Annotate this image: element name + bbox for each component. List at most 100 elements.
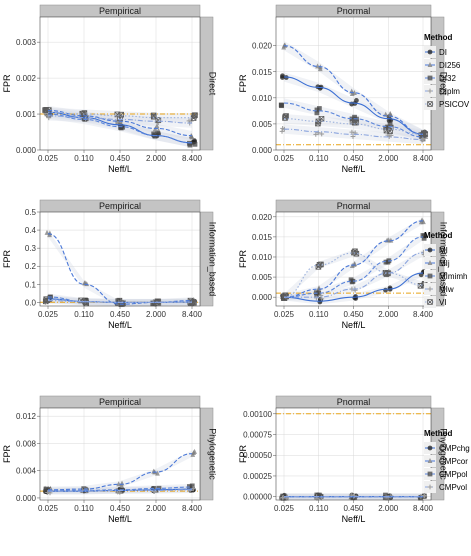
x-tick-label: 2.000 — [146, 154, 167, 163]
legend-item-label: DIplm — [439, 87, 460, 96]
legend-key-symbol — [427, 247, 433, 253]
series-line-di32 — [283, 102, 424, 138]
x-tick-label: 2.000 — [146, 310, 167, 319]
x-tick-label: 0.025 — [38, 310, 59, 319]
y-axis-label: FPR — [238, 249, 248, 268]
x-axis-label: Neff/L — [108, 320, 132, 330]
data-point-di32 — [316, 106, 322, 111]
series-line-vi — [283, 252, 424, 298]
panel-direct-pnormal: Pnormal Direct 0.000 0.005 0.010 0.015 0.020 0.… — [238, 4, 449, 174]
y-tick-label: 0.2 — [25, 262, 37, 271]
legend-key-symbol — [427, 88, 433, 94]
x-tick-label: 0.025 — [274, 504, 295, 513]
legend-item-label: MImimh — [439, 272, 467, 281]
legend-item-label: DI32 — [439, 74, 456, 83]
x-tick-label: 0.025 — [38, 154, 59, 163]
data-point-cmpvol — [388, 493, 394, 499]
data-point-mimimh — [115, 298, 121, 304]
x-tick-label: 8.400 — [413, 154, 434, 163]
legend-item-label: DI256 — [439, 61, 461, 70]
data-point-cmppol — [383, 492, 388, 498]
x-tick-label: 0.110 — [309, 310, 329, 319]
y-tick-label: 0.010 — [252, 253, 273, 262]
x-tick-label: 0.110 — [74, 154, 94, 163]
x-axis-label: Neff/L — [342, 320, 366, 330]
series-line-cmppol — [47, 486, 193, 492]
series-line-cmpcor — [47, 453, 193, 491]
data-point-di256 — [317, 66, 323, 72]
x-axis-label: Neff/L — [108, 164, 132, 174]
legend-phylogenetic: Method CMPchg CMPcor CMPpol CMPvol — [424, 429, 470, 493]
y-tick-label: 0.012 — [16, 412, 37, 421]
y-tick-label: 0.000 — [252, 146, 273, 155]
strip-right-label: Direct — [208, 72, 218, 96]
data-point-di32 — [192, 141, 198, 147]
data-point-cmppol — [382, 495, 388, 501]
legend-title: Method — [424, 33, 453, 42]
panel-direct-pempirical: Pempirical Direct 0.000 0.001 0.002 0.003 0.02… — [2, 4, 218, 174]
data-point-di — [280, 75, 285, 80]
series-line-mi — [283, 272, 424, 302]
panel-information_based-pempirical: Pempirical Information_based 0.0 0.1 0.2 0.3 0… — [2, 199, 218, 330]
series-line-di — [283, 76, 424, 135]
data-point-cmpcor — [119, 483, 125, 489]
data-point-diplm — [186, 118, 192, 124]
series-line-psicov — [47, 111, 192, 119]
x-tick-label: 0.025 — [38, 504, 59, 513]
data-point-di32 — [352, 114, 357, 120]
data-point-mimimh — [349, 279, 355, 285]
data-point-cmpvol — [280, 494, 286, 500]
data-point-di — [317, 85, 323, 91]
y-tick-label: 0.004 — [16, 467, 37, 476]
data-point-mimimh — [420, 233, 426, 238]
data-point-vi — [42, 298, 49, 305]
data-point-di32 — [314, 110, 320, 116]
x-tick-label: 8.400 — [413, 504, 434, 513]
y-tick-label: 0.003 — [16, 38, 37, 47]
x-tick-label: 2.000 — [378, 154, 399, 163]
legend-key-symbol — [427, 260, 433, 265]
legend-key-symbol — [427, 445, 433, 451]
y-tick-label: 0.005 — [252, 273, 273, 282]
legend-key-symbol — [427, 62, 433, 67]
series-line-di256 — [47, 109, 193, 137]
series-line-mimimh — [283, 236, 424, 298]
legend-item-label: CMPcor — [439, 457, 468, 466]
legend-title: Method — [424, 429, 453, 438]
x-tick-label: 0.450 — [110, 504, 131, 513]
y-tick-label: 0.002 — [16, 74, 37, 83]
data-point-miw — [313, 295, 319, 301]
x-tick-label: 8.400 — [413, 310, 434, 319]
series-line-psicov — [283, 118, 424, 135]
y-tick-label: 0.00100 — [243, 410, 272, 419]
legend-key-symbol — [427, 458, 433, 463]
series-line-diplm — [283, 128, 424, 141]
data-point-di32 — [387, 121, 393, 127]
y-tick-label: 0.00050 — [243, 451, 272, 460]
x-tick-label: 0.450 — [110, 154, 131, 163]
data-point-cmppol — [43, 488, 49, 494]
x-tick-label: 8.400 — [182, 310, 203, 319]
x-tick-label: 2.000 — [378, 310, 399, 319]
y-tick-label: 0.008 — [16, 439, 37, 448]
x-tick-label: 8.400 — [182, 504, 203, 513]
data-point-di32 — [279, 103, 284, 109]
confidence-band — [284, 124, 423, 145]
data-point-cmpvol — [421, 493, 427, 498]
legend-key-symbol — [427, 471, 433, 477]
legend-item-label: MIj — [439, 259, 450, 268]
y-axis-label: FPR — [2, 249, 12, 268]
data-point-di32 — [155, 131, 161, 137]
data-point-di — [354, 98, 359, 103]
strip-right-label: Direct — [439, 72, 449, 96]
legend-item-label: MI — [439, 246, 448, 255]
series-line-mij — [47, 233, 193, 305]
data-point-diplm — [349, 129, 355, 135]
y-axis-label: FPR — [238, 74, 248, 93]
data-point-psicov — [315, 120, 321, 127]
x-tick-label: 0.450 — [343, 504, 364, 513]
data-point-di32 — [314, 107, 320, 113]
x-tick-label: 0.450 — [343, 310, 364, 319]
panel-phylogenetic-pnormal: Pnormal Phylogenetic 0.00000 0.00025 0.00050… — [238, 395, 449, 524]
